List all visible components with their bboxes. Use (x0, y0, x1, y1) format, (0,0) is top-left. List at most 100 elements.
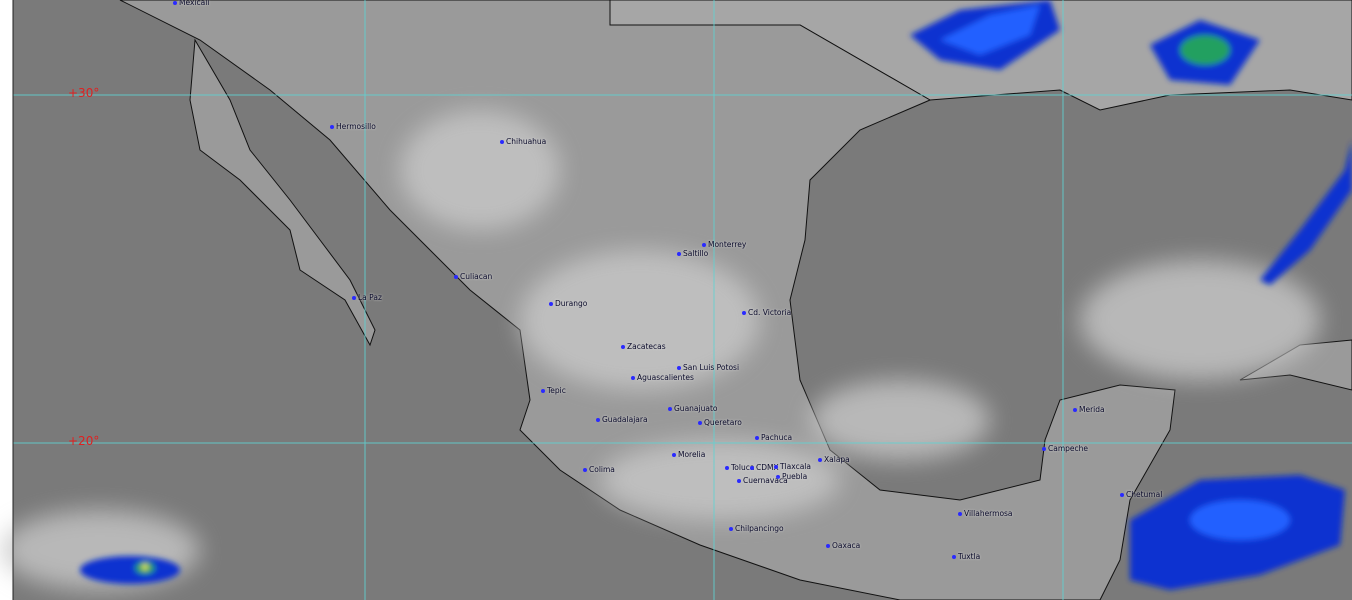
city-label: Campeche (1048, 444, 1089, 453)
city-marker: Puebla (776, 472, 807, 481)
city-dot-icon (596, 418, 600, 422)
city-dot-icon (755, 436, 759, 440)
city-marker: Chilpancingo (729, 524, 784, 533)
city-label: Villahermosa (964, 509, 1013, 518)
clouds-white (0, 110, 1320, 590)
city-label: Durango (555, 299, 588, 308)
city-dot-icon (725, 466, 729, 470)
city-marker: Tlaxcala (774, 462, 811, 471)
city-dot-icon (737, 479, 741, 483)
city-dot-icon (742, 311, 746, 315)
city-label: Tepic (547, 386, 566, 395)
city-marker: Campeche (1042, 444, 1088, 453)
city-label: Culiacan (460, 272, 493, 281)
city-dot-icon (729, 527, 733, 531)
city-label: Cd. Victoria (748, 308, 792, 317)
city-dot-icon (958, 512, 962, 516)
city-marker: Oaxaca (826, 541, 860, 550)
city-label: Queretaro (704, 418, 742, 427)
city-label: Hermosillo (336, 122, 376, 131)
city-dot-icon (774, 465, 778, 469)
city-label: Zacatecas (627, 342, 666, 351)
city-dot-icon (1073, 408, 1077, 412)
city-label: Chihuahua (506, 137, 547, 146)
city-dot-icon (672, 453, 676, 457)
city-marker: Saltillo (677, 249, 708, 258)
city-label: Tlaxcala (780, 462, 811, 471)
city-dot-icon (818, 458, 822, 462)
city-marker: Morelia (672, 450, 705, 459)
city-label: Morelia (678, 450, 706, 459)
city-marker: Culiacan (454, 272, 492, 281)
city-marker: Tepic (541, 386, 566, 395)
city-dot-icon (776, 475, 780, 479)
city-dot-icon (1042, 447, 1046, 451)
city-label: Tuxtla (958, 552, 981, 561)
city-marker: San Luis Potosi (677, 363, 739, 372)
city-marker: Cuernavaca (737, 476, 788, 485)
city-label: Guadalajara (602, 415, 648, 424)
latitude-label-20: +20° (68, 434, 100, 448)
city-marker: Colima (583, 465, 615, 474)
city-label: Mexicali (179, 0, 210, 7)
city-dot-icon (500, 140, 504, 144)
city-marker: Hermosillo (330, 122, 376, 131)
city-label: Colima (589, 465, 615, 474)
clouds-cold-tops (80, 0, 1352, 590)
city-dot-icon (750, 466, 754, 470)
city-label: Monterrey (708, 240, 747, 249)
city-label: Aguascalientes (637, 373, 694, 382)
city-label: Merida (1079, 405, 1105, 414)
city-label: Saltillo (683, 249, 709, 258)
city-label: Puebla (782, 472, 808, 481)
city-dot-icon (631, 376, 635, 380)
city-marker: Mexicali (173, 0, 209, 7)
city-dot-icon (677, 366, 681, 370)
city-marker: CDMX (750, 463, 779, 472)
lat-lon-grid (13, 0, 1352, 600)
city-dot-icon (454, 275, 458, 279)
city-label: Guanajuato (674, 404, 718, 413)
city-label: Cuernavaca (743, 476, 788, 485)
city-dot-icon (549, 302, 553, 306)
city-marker: Chihuahua (500, 137, 546, 146)
city-marker: Monterrey (702, 240, 746, 249)
latitude-label-30: +30° (68, 86, 100, 100)
city-dot-icon (173, 1, 177, 5)
city-label: CDMX (756, 463, 779, 472)
city-dot-icon (698, 421, 702, 425)
city-label: Chetumal (1126, 490, 1163, 499)
city-label: Toluca (731, 463, 755, 472)
city-dot-icon (702, 243, 706, 247)
city-dot-icon (826, 544, 830, 548)
city-label: La Paz (358, 293, 382, 302)
city-label: Chilpancingo (735, 524, 784, 533)
city-dot-icon (1120, 493, 1124, 497)
city-marker: Tuxtla (952, 552, 980, 561)
city-dot-icon (352, 296, 356, 300)
city-dot-icon (621, 345, 625, 349)
city-marker: Chetumal (1120, 490, 1162, 499)
city-marker: Zacatecas (621, 342, 666, 351)
city-marker: Aguascalientes (631, 373, 694, 382)
city-dot-icon (330, 125, 334, 129)
city-label: Pachuca (761, 433, 793, 442)
city-label: San Luis Potosi (683, 363, 740, 372)
city-dot-icon (677, 252, 681, 256)
city-dot-icon (668, 407, 672, 411)
city-marker: Guanajuato (668, 404, 717, 413)
city-label: Oaxaca (832, 541, 861, 550)
city-marker: Durango (549, 299, 587, 308)
city-dot-icon (541, 389, 545, 393)
city-dot-icon (952, 555, 956, 559)
city-marker: Guadalajara (596, 415, 648, 424)
city-marker: Pachuca (755, 433, 792, 442)
city-marker: Merida (1073, 405, 1105, 414)
city-marker: Queretaro (698, 418, 742, 427)
city-marker: Villahermosa (958, 509, 1013, 518)
city-marker: Toluca (725, 463, 754, 472)
city-marker: Cd. Victoria (742, 308, 791, 317)
city-marker: Xalapa (818, 455, 850, 464)
